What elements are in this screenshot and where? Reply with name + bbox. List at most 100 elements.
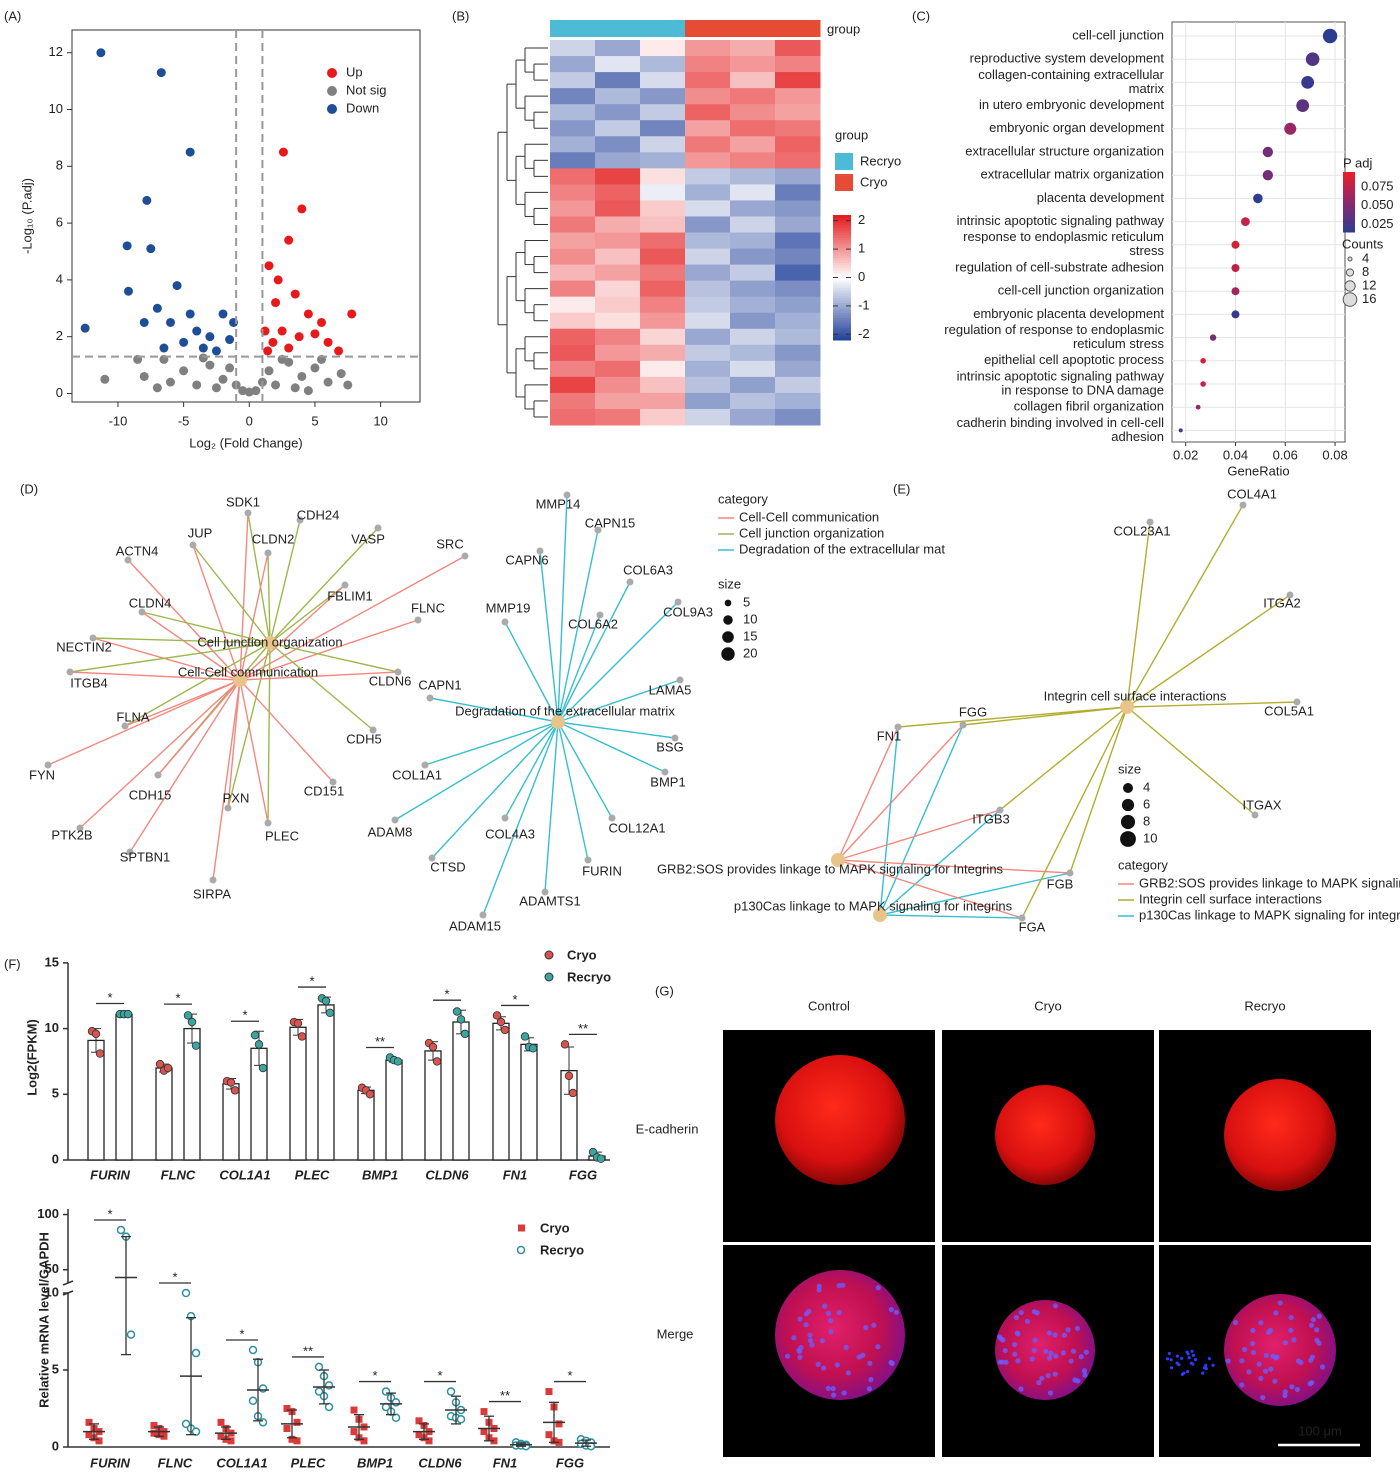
point: [294, 332, 304, 342]
dot: [1231, 264, 1240, 272]
gene-node: [501, 814, 509, 822]
significance-label: *: [242, 1008, 247, 1023]
y-tick-label: 10: [45, 1020, 59, 1035]
heat-cell: [550, 376, 596, 394]
nucleus: [1052, 1303, 1059, 1309]
heat-cell: [550, 248, 596, 266]
gene-label: MMP19: [486, 600, 531, 615]
network-edge: [557, 721, 613, 819]
network-edge: [69, 642, 271, 673]
significance-label: *: [107, 1206, 112, 1221]
data-point: [181, 1288, 191, 1298]
heat-cell: [775, 376, 821, 394]
size-legend: [1342, 292, 1358, 307]
heat-cell: [775, 216, 821, 233]
data-point: [283, 1405, 291, 1412]
nucleus: [1047, 1390, 1054, 1396]
dot: [1322, 28, 1338, 44]
nucleus: [1034, 1310, 1040, 1316]
gene-node: [329, 778, 337, 786]
nucleus: [828, 1329, 834, 1335]
nucleus: [797, 1354, 803, 1360]
gene-node: [341, 581, 349, 589]
x-tick-label: 10: [373, 413, 387, 428]
nucleus: [1260, 1395, 1266, 1401]
heat-cell: [640, 376, 686, 394]
nucleus: [1256, 1361, 1262, 1367]
heat-cell: [640, 296, 686, 314]
heat-cell: [595, 360, 641, 378]
gene-node: [394, 668, 402, 676]
heat-cell: [550, 232, 596, 250]
gene-node: [124, 556, 132, 564]
nucleus: [997, 1334, 1003, 1340]
heat-cell: [595, 344, 641, 362]
network-edge: [482, 721, 559, 916]
point: [303, 309, 313, 319]
data-point: [460, 1029, 470, 1039]
colorbar-segment: [833, 227, 851, 231]
hub-node: [263, 636, 277, 650]
gene-label: CD151: [304, 783, 344, 798]
size-legend: [721, 647, 735, 661]
point: [264, 366, 274, 376]
heat-cell: [685, 72, 731, 89]
heat-cell: [550, 168, 596, 185]
group-bar: [685, 20, 731, 37]
data-point: [555, 1420, 563, 1428]
term-label: regulation of response to endoplasmic: [944, 322, 1164, 337]
heat-cell: [550, 392, 596, 410]
heat-cell: [730, 280, 776, 298]
nucleus: [830, 1386, 836, 1392]
heat-cell: [685, 216, 731, 233]
gene-label: COL4A3: [485, 826, 535, 841]
nucleus: [803, 1322, 809, 1328]
network-edge: [1126, 504, 1244, 708]
heat-cell: [775, 184, 821, 201]
colorbar-label: -2: [858, 326, 870, 341]
heat-cell: [730, 136, 776, 153]
gene-node: [959, 721, 967, 729]
gene-label: PXN: [223, 790, 250, 805]
dot: [1305, 52, 1320, 66]
gene-label: FURIN: [582, 863, 622, 878]
heat-cell: [595, 88, 641, 105]
nucleus: [1052, 1371, 1058, 1377]
network-edge: [837, 859, 1023, 919]
nucleus: [1225, 1358, 1231, 1364]
size-legend: [1121, 798, 1135, 812]
nucleus: [1013, 1314, 1020, 1321]
network-edge: [227, 679, 241, 809]
data-point: [181, 1419, 191, 1429]
gene-node: [461, 552, 469, 560]
nucleus: [997, 1359, 1003, 1365]
x-tick-label: COL1A1: [219, 1167, 270, 1182]
debris: [1180, 1372, 1184, 1377]
network-edge: [837, 726, 899, 861]
nucleus: [836, 1310, 842, 1316]
point: [284, 343, 294, 353]
gene-label: CTSD: [430, 859, 465, 874]
debris: [1186, 1352, 1190, 1356]
network-edge: [429, 697, 559, 723]
colorbar-segment: [1343, 228, 1355, 231]
nucleus: [1045, 1373, 1051, 1379]
gene-label: COL1A1: [392, 767, 442, 782]
nucleus: [1319, 1364, 1326, 1370]
heat-cell: [595, 184, 641, 201]
data-point: [150, 1429, 158, 1437]
column-label: Cryo: [1034, 998, 1061, 1013]
y-tick-label: 100: [37, 1206, 59, 1221]
bar: [289, 1026, 307, 1161]
cell-body: [775, 1055, 905, 1185]
colorbar-segment: [1343, 216, 1355, 219]
colorbar-segment: [833, 225, 851, 228]
heat-cell: [640, 264, 686, 282]
heat-cell: [685, 136, 731, 153]
gene-label: ACTN4: [116, 543, 159, 558]
network-edge: [92, 637, 271, 644]
point: [205, 332, 215, 342]
debris: [1169, 1358, 1173, 1362]
heat-cell: [775, 408, 821, 426]
heat-cell: [550, 200, 596, 217]
